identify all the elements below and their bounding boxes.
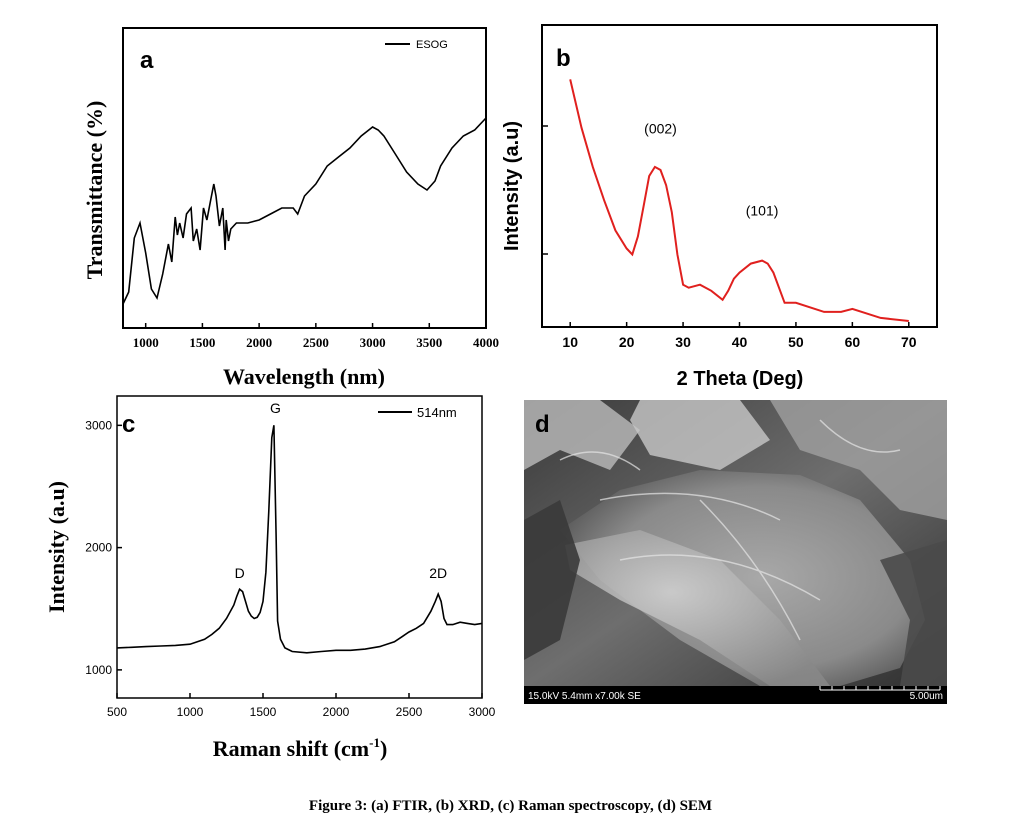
panel-b-y-ticks xyxy=(542,125,548,255)
y-tick-label: 2000 xyxy=(85,541,112,555)
x-tick-label: 4000 xyxy=(473,335,499,350)
panel-c-y-ticks: 1000 2000 3000 xyxy=(85,418,122,677)
figure-caption: Figure 3: (a) FTIR, (b) XRD, (c) Raman s… xyxy=(308,798,713,814)
panel-c-y-label: Intensity (a.u) xyxy=(44,481,69,613)
x-tick-label: 3000 xyxy=(360,335,386,350)
x-tick-label: 1500 xyxy=(189,335,215,350)
panel-a-x-label: Wavelength (nm) xyxy=(223,364,385,389)
x-tick-label: 50 xyxy=(788,334,804,350)
panel-a-x-ticks: 1000 1500 2000 2500 3000 3500 4000 xyxy=(133,323,499,350)
sem-flake-top-right xyxy=(770,400,947,520)
panel-b-y-label: Intensity (a.u) xyxy=(501,121,523,251)
panel-d-label: d xyxy=(535,411,550,438)
panel-b-label: b xyxy=(556,45,571,72)
x-tick-label: 2500 xyxy=(303,335,329,350)
x-tick-label: 1500 xyxy=(250,705,277,719)
panel-c-label: c xyxy=(122,411,135,438)
sem-flake-center xyxy=(560,470,925,686)
panel-c-series-line xyxy=(116,425,483,654)
sem-flake-left xyxy=(524,500,580,660)
panel-b-plot-frame xyxy=(541,24,938,328)
panel-a-series-line xyxy=(122,117,487,305)
panel-a-y-label: Transmittance (%) xyxy=(82,101,107,280)
panel-c-legend-label: 514nm xyxy=(417,405,457,420)
x-tick-label: 30 xyxy=(675,334,691,350)
panel-b-x-ticks: 10 20 30 40 50 60 70 xyxy=(562,322,917,350)
panel-a-legend: ESOG xyxy=(385,39,448,51)
panel-b-x-label: 2 Theta (Deg) xyxy=(677,368,804,390)
panel-a-legend-label: ESOG xyxy=(416,39,448,51)
panel-c-x-ticks: 500 1000 1500 2000 2500 3000 xyxy=(107,693,496,719)
sem-info-left: 15.0kV 5.4mm x7.00k SE xyxy=(528,691,641,702)
sem-flake-right xyxy=(880,540,947,686)
x-tick-label: 10 xyxy=(562,334,578,350)
peak-annotation: (002) xyxy=(644,121,677,137)
sem-flake-upper-left xyxy=(524,400,640,470)
x-tick-label: 40 xyxy=(732,334,748,350)
peak-annotation: G xyxy=(270,400,281,416)
y-tick-label: 1000 xyxy=(85,663,112,677)
x-tick-label: 3500 xyxy=(416,335,442,350)
sem-info-right: 5.00um xyxy=(910,691,943,702)
x-tick-label: 2000 xyxy=(246,335,272,350)
panel-c-x-label-sup: -1 xyxy=(369,735,380,750)
panel-c-x-label-text: Raman shift (cm xyxy=(213,736,369,761)
panel-d-sem-image: 15.0kV 5.4mm x7.00k SE 5.00um d xyxy=(524,400,947,704)
x-tick-label: 70 xyxy=(901,334,917,350)
panel-a-ftir: a ESOG 1000 1500 2000 2500 3000 3500 4000 Wave… xyxy=(82,27,499,389)
x-tick-label: 500 xyxy=(107,705,127,719)
x-tick-label: 60 xyxy=(845,334,861,350)
panel-c-annotations: D G 2D xyxy=(235,400,448,581)
panel-c-legend: 514nm xyxy=(378,405,457,420)
panel-b-xrd: b 10 20 30 40 50 60 70 (002) (101) 2 Theta (Deg… xyxy=(501,24,938,390)
sem-flake-bright xyxy=(565,530,830,686)
peak-annotation: D xyxy=(235,565,245,581)
panel-c-x-label: Raman shift (cm-1) xyxy=(213,735,388,761)
x-tick-label: 20 xyxy=(619,334,635,350)
peak-annotation: (101) xyxy=(746,202,779,218)
panel-a-plot-frame xyxy=(122,27,487,329)
peak-annotation: 2D xyxy=(429,565,447,581)
x-tick-label: 2000 xyxy=(323,705,350,719)
y-tick-label: 3000 xyxy=(85,418,112,432)
sem-wrinkles xyxy=(559,419,901,641)
x-tick-label: 2500 xyxy=(396,705,423,719)
x-tick-label: 1000 xyxy=(133,335,159,350)
x-tick-label: 3000 xyxy=(469,705,496,719)
x-tick-label: 1000 xyxy=(177,705,204,719)
panel-c-raman: c 514nm 500 1000 1500 2000 2500 3000 1000 2000… xyxy=(44,395,496,761)
sem-flake-top xyxy=(630,400,770,470)
panel-b-series-line xyxy=(569,79,909,322)
panel-a-label: a xyxy=(140,47,154,74)
sem-scale-bar xyxy=(819,686,941,691)
panel-b-annotations: (002) (101) xyxy=(644,121,778,219)
panel-c-x-label-tail: ) xyxy=(380,736,387,761)
